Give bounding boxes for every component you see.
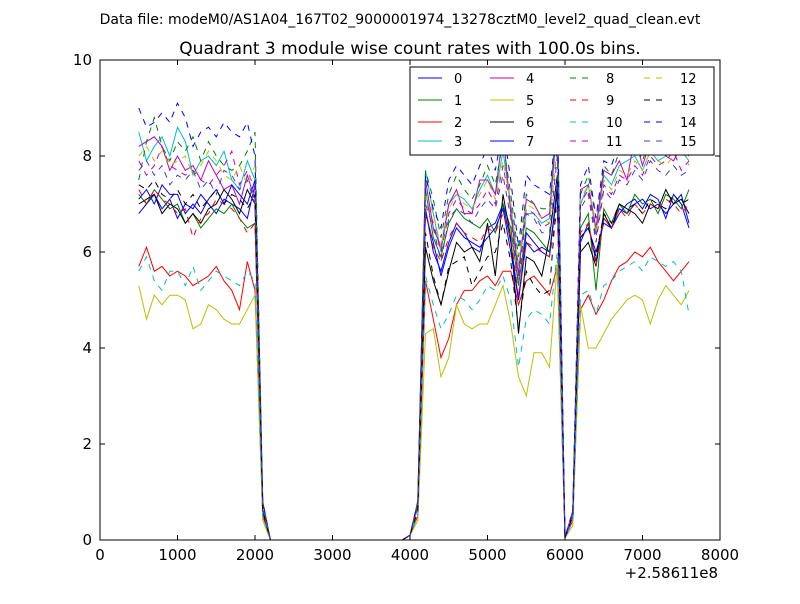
series-line-15 (138, 155, 690, 540)
legend-label-6: 6 (526, 116, 534, 131)
series-line-12 (138, 140, 690, 540)
x-tick-label: 2000 (236, 546, 274, 564)
series-line-10 (138, 251, 690, 540)
legend-label-15: 15 (680, 135, 697, 150)
series-line-3 (138, 93, 690, 540)
series-line-5 (138, 261, 690, 540)
series-line-7 (138, 179, 690, 540)
legend-label-1: 1 (454, 94, 462, 109)
series-line-9 (138, 188, 690, 540)
x-tick-label: 8000 (701, 546, 739, 564)
x-tick-label: 5000 (468, 546, 506, 564)
legend-label-14: 14 (680, 116, 697, 131)
series-line-0 (138, 184, 690, 540)
legend-label-8: 8 (606, 72, 614, 87)
legend-label-13: 13 (680, 94, 697, 109)
legend-label-0: 0 (454, 72, 462, 87)
legend-label-4: 4 (526, 72, 534, 87)
y-tick-label: 10 (73, 51, 92, 69)
series-line-1 (138, 188, 690, 540)
suptitle: Data file: modeM0/AS1A04_167T02_90000019… (100, 12, 701, 28)
y-tick-label: 8 (82, 147, 92, 165)
legend-label-7: 7 (526, 135, 534, 150)
series-line-4 (138, 122, 690, 540)
chart-title: Quadrant 3 module wise count rates with … (179, 39, 640, 59)
x-tick-label: 7000 (623, 546, 661, 564)
series-layer (138, 93, 690, 540)
legend-label-2: 2 (454, 116, 462, 131)
x-tick-label: 3000 (313, 546, 351, 564)
legend-box (409, 66, 715, 156)
legend-label-12: 12 (680, 72, 697, 87)
x-offset-label: +2.58611e8 (625, 564, 718, 582)
legend-label-10: 10 (606, 116, 623, 131)
series-line-6 (138, 175, 690, 540)
legend-label-5: 5 (526, 94, 534, 109)
y-tick-label: 2 (82, 435, 92, 453)
legend-label-3: 3 (454, 135, 462, 150)
legend-label-9: 9 (606, 94, 614, 109)
y-tick-label: 0 (82, 531, 92, 549)
legend-label-11: 11 (606, 135, 623, 150)
x-tick-label: 4000 (391, 546, 429, 564)
series-line-2 (138, 245, 690, 540)
x-tick-label: 6000 (546, 546, 584, 564)
series-line-11 (138, 145, 690, 540)
x-tick-label: 0 (95, 546, 105, 564)
series-line-13 (138, 179, 690, 540)
y-tick-label: 6 (82, 243, 92, 261)
series-line-14 (138, 102, 690, 540)
y-tick-label: 4 (82, 339, 92, 357)
x-tick-label: 1000 (158, 546, 196, 564)
